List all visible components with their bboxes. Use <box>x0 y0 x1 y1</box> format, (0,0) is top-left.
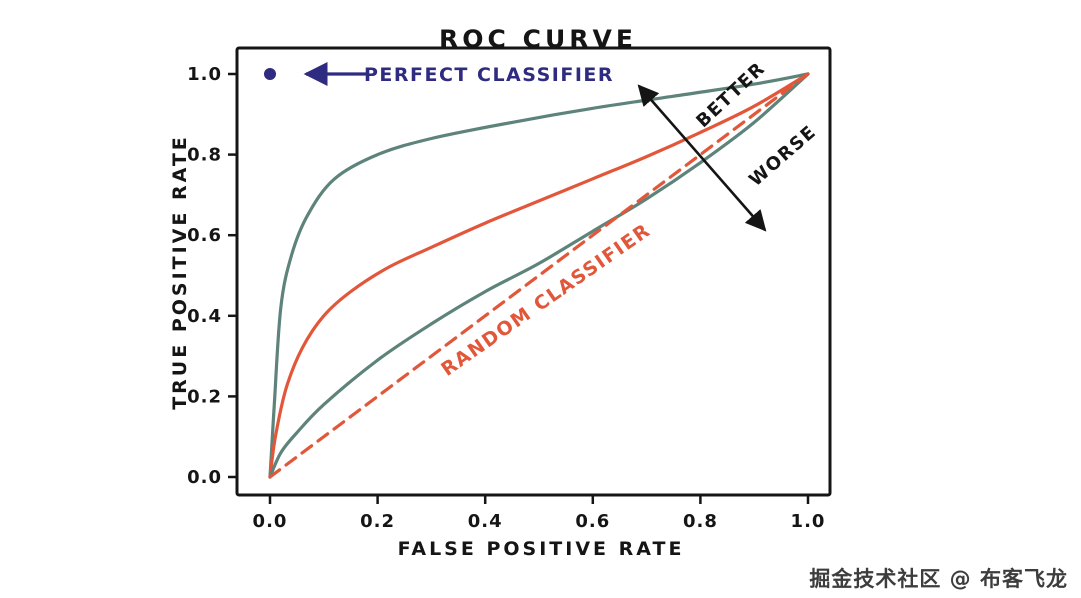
watermark: 掘金技术社区 @ 布客飞龙 <box>809 567 1068 591</box>
perfect-classifier-point <box>264 68 276 80</box>
perfect-classifier-label: PERFECT CLASSIFIER <box>363 64 615 86</box>
y-tick-label: 0.0 <box>187 467 222 488</box>
y-tick-label: 0.2 <box>187 386 222 407</box>
x-tick-label: 0.2 <box>360 511 395 532</box>
chart-title: ROC CURVE <box>439 24 637 54</box>
y-axis-label: TRUE POSITIVE RATE <box>169 134 191 410</box>
y-tick-label: 0.6 <box>187 225 222 246</box>
y-tick-label: 0.8 <box>187 145 222 166</box>
x-tick-label: 0.8 <box>683 511 718 532</box>
x-tick-label: 0.6 <box>575 511 610 532</box>
x-tick-label: 0.4 <box>468 511 503 532</box>
series-random-classifier <box>268 72 810 479</box>
plot-border <box>235 46 832 497</box>
better-worse-arrow <box>637 84 767 232</box>
x-tick-label: 0.0 <box>253 511 288 532</box>
x-axis-label: FALSE POSITIVE RATE <box>397 538 685 560</box>
y-tick-label: 1.0 <box>187 64 222 85</box>
y-tick-label: 0.4 <box>187 306 222 327</box>
x-tick-label: 1.0 <box>791 511 826 532</box>
